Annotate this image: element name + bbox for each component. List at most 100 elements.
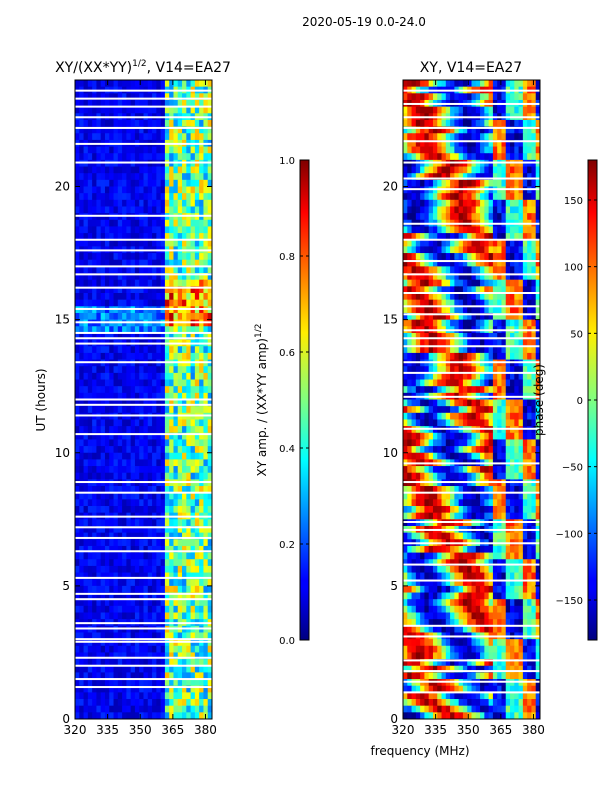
amplitude-heatmap-cell [160, 499, 166, 507]
phase-heatmap-cell [522, 286, 528, 294]
phase-heatmap-cell [432, 452, 438, 460]
phase-heatmap-cell [497, 319, 502, 327]
phase-heatmap-cell [411, 259, 417, 267]
phase-heatmap-cell [514, 419, 519, 427]
amplitude-heatmap-cell [130, 239, 136, 247]
amplitude-heatmap-cell [152, 459, 157, 467]
amplitude-heatmap-cell [194, 372, 200, 380]
phase-heatmap-cell [428, 106, 434, 114]
amplitude-heatmap-cell [169, 206, 174, 214]
phase-heatmap-cell [403, 259, 408, 267]
phase-heatmap-cell [454, 153, 460, 161]
phase-heatmap-cell [420, 93, 425, 101]
amplitude-heatmap-cell [194, 579, 200, 587]
amplitude-heatmap-cell [182, 379, 187, 387]
amplitude-heatmap-cell [83, 486, 89, 494]
amplitude-heatmap-cell [199, 312, 204, 321]
amplitude-heatmap-cell [117, 545, 123, 553]
amplitude-heatmap-cell [109, 559, 114, 567]
amplitude-heatmap-cell [164, 366, 170, 374]
amplitude-heatmap-cell [190, 552, 196, 560]
amplitude-heatmap-cell [207, 645, 213, 653]
amplitude-heatmap-cell [83, 206, 89, 214]
amplitude-heatmap-cell [177, 226, 183, 234]
phase-heatmap-cell [445, 446, 451, 454]
amplitude-heatmap-cell [104, 452, 110, 460]
phase-heatmap-cell [407, 80, 412, 88]
amplitude-heatmap-cell [134, 346, 140, 354]
amplitude-heatmap-cell [203, 612, 209, 620]
amplitude-heatmap-cell [100, 692, 106, 700]
amplitude-colorbar: 0.00.20.40.60.81.0 XY amp. / (XX*YY amp)… [254, 156, 310, 647]
amplitude-heatmap-cell [152, 286, 157, 294]
amplitude-heatmap-cell [83, 572, 89, 580]
amplitude-heatmap-cell [75, 332, 80, 340]
amplitude-heatmap-cell [147, 426, 153, 434]
phase-heatmap-cell [462, 146, 468, 154]
amplitude-heatmap-cell [173, 692, 179, 700]
amplitude-heatmap-cell [75, 699, 80, 707]
amplitude-flagged-row [75, 89, 212, 92]
phase-heatmap-cell [497, 293, 502, 301]
phase-heatmap-cell [467, 406, 472, 414]
phase-heatmap-cell [445, 379, 451, 387]
phase-heatmap-cell [441, 173, 447, 181]
phase-heatmap-cell [514, 166, 519, 174]
amplitude-heatmap-cell [147, 146, 153, 154]
phase-heatmap-cell [441, 306, 447, 314]
amplitude-heatmap-cell [160, 166, 166, 174]
amplitude-heatmap-cell [173, 326, 179, 334]
amplitude-heatmap-cell [156, 452, 162, 460]
phase-heatmap-cell [497, 259, 502, 267]
amplitude-heatmap-cell [100, 166, 106, 174]
amplitude-heatmap-cell [190, 632, 196, 640]
amplitude-heatmap-cell [130, 219, 136, 227]
phase-heatmap-cell [475, 139, 481, 147]
amplitude-heatmap-cell [164, 186, 170, 194]
amplitude-heatmap-cell [92, 645, 97, 653]
amplitude-heatmap-cell [83, 399, 89, 407]
phase-heatmap-cell [497, 253, 502, 261]
phase-heatmap-cell [450, 199, 455, 207]
amplitude-heatmap-cell [173, 206, 179, 214]
phase-heatmap-cell [407, 273, 412, 281]
amplitude-heatmap-cell [134, 273, 140, 281]
amplitude-heatmap-cell [113, 652, 119, 660]
phase-heatmap-cell [480, 259, 485, 267]
phase-heatmap-cell [475, 293, 481, 301]
amplitude-heatmap-cell [96, 372, 102, 380]
phase-heatmap-cell [488, 279, 494, 287]
amplitude-heatmap-cell [199, 506, 204, 514]
amplitude-heatmap-cell [156, 106, 162, 114]
amplitude-heatmap-cell [113, 519, 119, 527]
amplitude-heatmap-cell [122, 659, 127, 667]
amplitude-heatmap-cell [100, 226, 106, 234]
amplitude-heatmap-cell [203, 173, 209, 181]
amplitude-heatmap-cell [134, 545, 140, 553]
phase-heatmap-cell [531, 173, 537, 181]
amplitude-heatmap-cell [156, 466, 162, 474]
amplitude-heatmap-cell [130, 312, 136, 321]
amplitude-heatmap-cell [199, 532, 204, 540]
amplitude-heatmap-cell [87, 519, 93, 527]
amplitude-heatmap-cell [156, 399, 162, 407]
phase-heatmap-cell [535, 306, 541, 314]
amplitude-heatmap-cell [75, 466, 80, 474]
amplitude-heatmap-cell [173, 599, 179, 607]
amplitude-heatmap-cell [134, 226, 140, 234]
amplitude-heatmap-cell [96, 312, 102, 321]
phase-heatmap-cell [437, 106, 442, 114]
amplitude-heatmap-cell [143, 545, 149, 553]
amplitude-heatmap-cell [92, 572, 97, 580]
amplitude-heatmap-cell [96, 486, 102, 494]
amplitude-heatmap-cell [173, 419, 179, 427]
amplitude-heatmap-cell [122, 486, 127, 494]
phase-heatmap-cell [415, 446, 421, 454]
phase-heatmap-cell [510, 239, 515, 247]
phase-heatmap-cell [411, 366, 417, 374]
amplitude-heatmap-cell [186, 565, 191, 573]
phase-heatmap-cell [454, 239, 460, 247]
phase-heatmap-cell [518, 379, 524, 387]
amplitude-heatmap-cell [156, 645, 162, 653]
amplitude-heatmap-cell [122, 585, 127, 593]
